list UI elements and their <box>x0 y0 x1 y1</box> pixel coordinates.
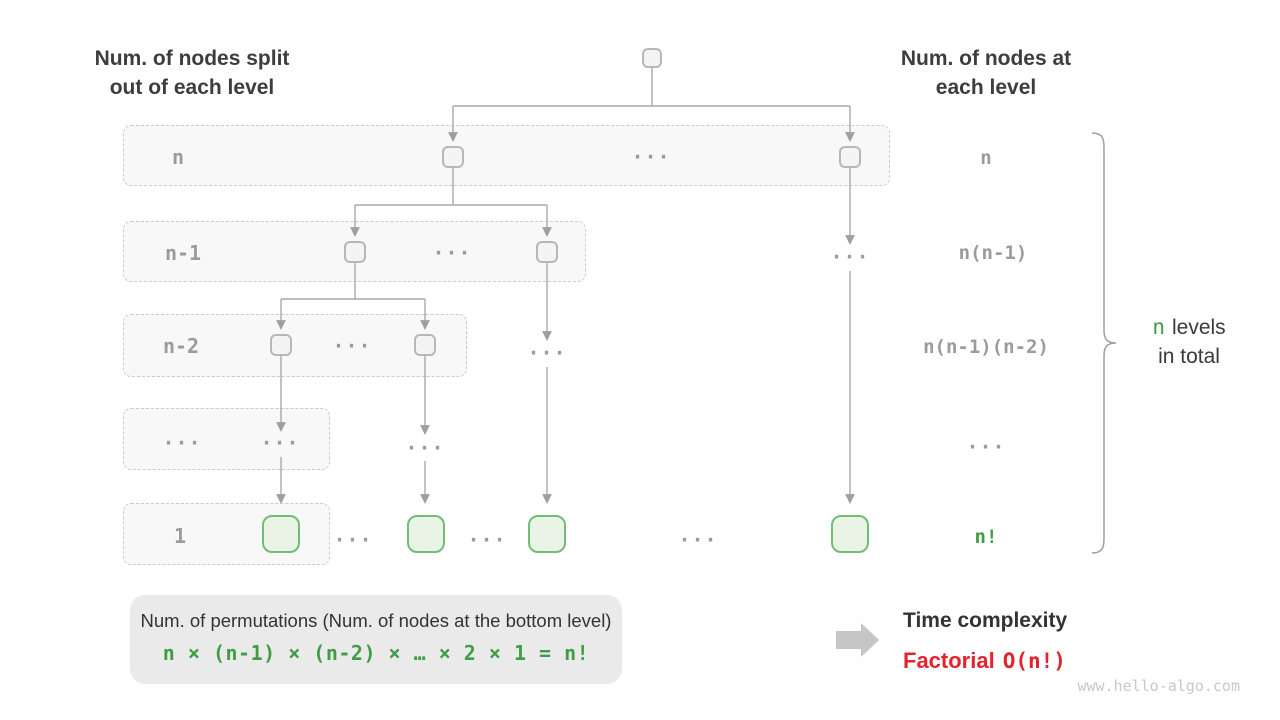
brace-levels-text: levels <box>1171 316 1226 339</box>
row-label-n-2: n-2 <box>162 334 200 358</box>
row-label-n: n <box>171 145 185 169</box>
count-label-n: n <box>980 147 992 169</box>
leaf-node-3 <box>528 515 566 553</box>
count-label-n-n1: n(n-1) <box>958 242 1028 264</box>
row-label-n-1: n-1 <box>164 241 202 265</box>
tree-node-root <box>642 48 662 68</box>
leaf-node-1 <box>262 515 300 553</box>
header-left: Num. of nodes split out of each level <box>86 44 298 102</box>
leaf-node-2 <box>407 515 445 553</box>
summary-caption: Num. of permutations (Num. of nodes at t… <box>140 610 612 631</box>
count-label-n-n1-n2: n(n-1)(n-2) <box>923 336 1049 358</box>
ellipsis-branch-right: ... <box>830 239 870 264</box>
levels-brace <box>1091 132 1117 554</box>
header-left-line1: Num. of nodes split <box>94 47 290 70</box>
row-label-ellipsis: ... <box>162 425 202 450</box>
brace-annotation: n levels in total <box>1130 313 1248 371</box>
brace-n-variable: n <box>1152 315 1165 339</box>
ellipsis-branch-mid: ... <box>527 335 567 360</box>
ellipsis-l4a: ... <box>260 425 300 450</box>
tree-node-l3b <box>414 334 436 356</box>
count-label-n-factorial: n! <box>974 526 998 548</box>
brace-annotation-line2: in total <box>1158 345 1220 368</box>
watermark: www.hello-algo.com <box>1077 677 1240 695</box>
ellipsis-l2: ... <box>432 235 472 260</box>
header-right-line2: each level <box>935 76 1037 99</box>
time-complexity-title: Time complexity <box>903 609 1068 632</box>
complexity-name: Factorial <box>903 648 995 673</box>
complexity-big-o: O(n!) <box>1002 649 1066 673</box>
brace-annotation-line1: n levels <box>1130 313 1248 342</box>
ellipsis-bottom-1: ... <box>333 522 373 547</box>
tree-node-l1b <box>839 146 861 168</box>
ellipsis-bottom-3: ... <box>678 522 718 547</box>
summary-formula: n × (n-1) × (n-2) × … × 2 × 1 = n! <box>162 641 590 665</box>
leaf-node-4 <box>831 515 869 553</box>
edge-root-split <box>453 68 850 107</box>
tree-node-l3a <box>270 334 292 356</box>
tree-node-l1a <box>442 146 464 168</box>
permutation-summary-box: Num. of permutations (Num. of nodes at t… <box>130 595 622 684</box>
time-complexity-value: Factorial O(n!) <box>903 648 1066 674</box>
ellipsis-l1: ... <box>631 139 671 164</box>
row-label-1: 1 <box>173 524 187 548</box>
implies-arrow-icon <box>836 623 879 657</box>
tree-node-l2b <box>536 241 558 263</box>
tree-node-l2a <box>344 241 366 263</box>
ellipsis-l4b: ... <box>405 430 445 455</box>
ellipsis-bottom-2: ... <box>467 522 507 547</box>
header-right-line1: Num. of nodes at <box>900 47 1072 70</box>
level-box-4 <box>123 408 330 470</box>
level-box-1 <box>123 125 890 186</box>
header-right: Num. of nodes at each level <box>880 44 1092 102</box>
header-left-line2: out of each level <box>109 76 275 99</box>
count-label-ellipsis: ... <box>966 429 1006 454</box>
level-box-3 <box>123 314 467 377</box>
ellipsis-l3: ... <box>332 328 372 353</box>
